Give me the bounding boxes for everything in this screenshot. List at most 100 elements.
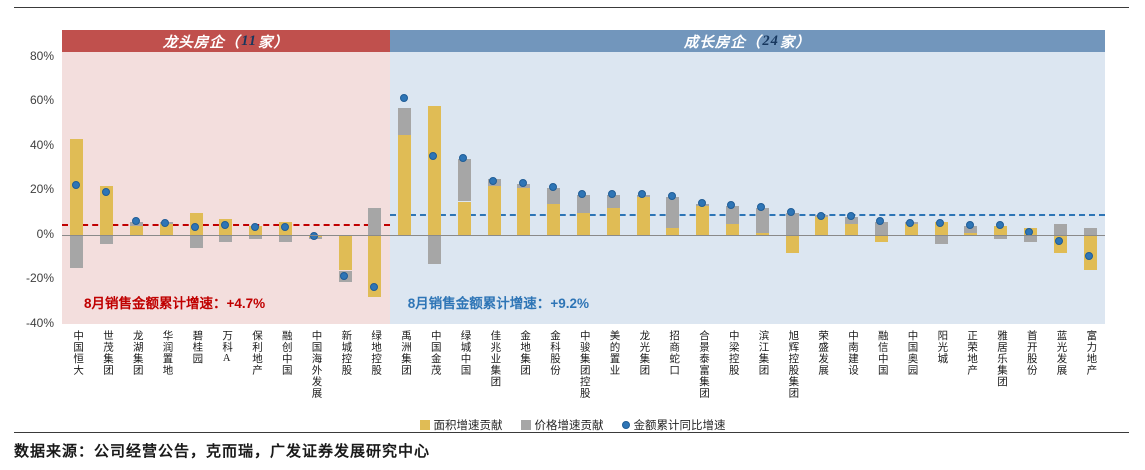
legend-square-marker (520, 420, 531, 430)
company-name: 滨江集团 (757, 330, 769, 376)
group-title-prefix: 成长房企（ (683, 34, 762, 51)
company-name: 中国恒大 (72, 330, 84, 376)
company-label: 正荣地产 (956, 330, 986, 416)
price-contribution-bar (964, 226, 978, 233)
company-label: 阳光城 (926, 330, 956, 416)
area-contribution-bar (636, 197, 650, 235)
company-name: 旭辉控股集团 (787, 330, 799, 399)
legend-item: 价格增速贡献 (520, 417, 604, 433)
source-divider-line (14, 432, 1129, 433)
company-label: 荣盛发展 (807, 330, 837, 416)
company-name: 世茂集团 (101, 330, 113, 376)
area-contribution-bar (487, 185, 501, 235)
total-growth-dot (191, 223, 200, 232)
area-contribution-bar (517, 188, 531, 235)
chart-section-leaders: 龙头房企（ 11 家） 8月销售金额累计增速：+4.7% (62, 30, 390, 324)
average-growth-dashline (389, 214, 1105, 217)
total-growth-dot (518, 178, 527, 187)
total-growth-dot (757, 203, 766, 212)
area-contribution-bar (696, 206, 710, 235)
price-contribution-bar (189, 234, 203, 249)
area-contribution-bar (666, 228, 680, 235)
price-contribution-bar (874, 221, 888, 235)
legend-label: 面积增速贡献 (433, 420, 503, 432)
company-name: 龙光集团 (638, 330, 650, 376)
company-name: 中骏集团控股 (578, 330, 590, 399)
company-name: 金科股份 (548, 330, 560, 376)
company-label: 融创中国 (271, 330, 301, 416)
legend-item: 面积增速贡献 (419, 417, 503, 433)
total-growth-dot (697, 198, 706, 207)
company-label: 世茂集团 (92, 330, 122, 416)
company-label: 首开股份 (1016, 330, 1046, 416)
company-name: 禹洲集团 (399, 330, 411, 376)
annotation-label: 8月销售金额累计增速： (84, 296, 227, 311)
y-axis-tick-label: -40% (25, 316, 54, 330)
total-growth-dot (1055, 236, 1064, 245)
company-name: 荣盛发展 (817, 330, 829, 376)
area-contribution-bar (100, 185, 114, 235)
total-growth-dot (816, 212, 825, 221)
growth-annotation: 8月销售金额累计增速：+4.7% (84, 292, 265, 312)
y-axis-tick-label: 80% (29, 48, 54, 63)
price-contribution-bar (368, 208, 382, 235)
company-label: 中国金茂 (420, 330, 450, 416)
price-contribution-bar (755, 208, 769, 233)
top-divider-line (14, 7, 1129, 8)
y-axis-tick-label: 20% (29, 182, 54, 197)
company-name: 华润置地 (161, 330, 173, 376)
price-contribution-bar (427, 234, 441, 264)
company-name: 蓝光发展 (1055, 330, 1067, 376)
company-label: 雅居乐集团 (986, 330, 1016, 416)
price-contribution-bar (1023, 234, 1037, 242)
area-contribution-bar (874, 234, 888, 242)
company-label: 绿城中国 (449, 330, 479, 416)
company-name: 融信中国 (876, 330, 888, 376)
legend-item: 金额累计同比增速 (621, 417, 726, 433)
total-growth-dot (71, 180, 80, 189)
company-label: 美的置业 (598, 330, 628, 416)
price-contribution-bar (219, 234, 233, 242)
company-label: 滨江集团 (747, 330, 777, 416)
company-label: 绿地控股 (360, 330, 390, 416)
company-label: 禹洲集团 (390, 330, 420, 416)
y-axis: 80% 60% 40% 20% 0% -20% -40% (0, 0, 58, 340)
growth-annotation: 8月销售金额累计增速：+9.2% (408, 292, 589, 312)
company-label: 蓝光发展 (1045, 330, 1075, 416)
company-name: 招商蛇口 (668, 330, 680, 376)
total-growth-dot (399, 94, 408, 102)
total-growth-dot (787, 207, 796, 216)
area-contribution-bar (725, 223, 739, 235)
company-label: 金地集团 (509, 330, 539, 416)
price-contribution-bar (100, 234, 114, 244)
company-name: 龙湖集团 (131, 330, 143, 376)
total-growth-dot (667, 192, 676, 200)
total-growth-dot (101, 187, 110, 196)
area-contribution-bar (785, 234, 799, 253)
price-contribution-bar (576, 194, 590, 213)
area-contribution-bar (338, 234, 352, 271)
total-growth-dot (131, 216, 140, 225)
company-label: 中梁控股 (718, 330, 748, 416)
company-name: 合景泰富集团 (697, 330, 709, 399)
company-label: 富力地产 (1075, 330, 1105, 416)
annotation-label: 8月销售金额累计增速： (407, 296, 551, 311)
price-contribution-bar (398, 108, 412, 135)
area-contribution-bar (398, 134, 412, 235)
price-contribution-bar (845, 217, 859, 224)
company-label: 合景泰富集团 (688, 330, 718, 416)
total-growth-dot (936, 218, 945, 227)
area-contribution-bar (130, 226, 143, 235)
company-name: 美的置业 (608, 330, 620, 376)
chart-legend: 面积增速贡献 价格增速贡献 金额累计同比增速 (0, 417, 1145, 433)
total-growth-dot (220, 221, 229, 229)
area-contribution-bar (845, 223, 859, 235)
price-contribution-bar (249, 234, 263, 240)
total-growth-dot (727, 201, 736, 209)
company-label: 佳兆业集团 (479, 330, 509, 416)
company-name: 中南建设 (846, 330, 858, 376)
company-name: 新城控股 (340, 330, 352, 376)
price-contribution-bar (547, 188, 561, 204)
